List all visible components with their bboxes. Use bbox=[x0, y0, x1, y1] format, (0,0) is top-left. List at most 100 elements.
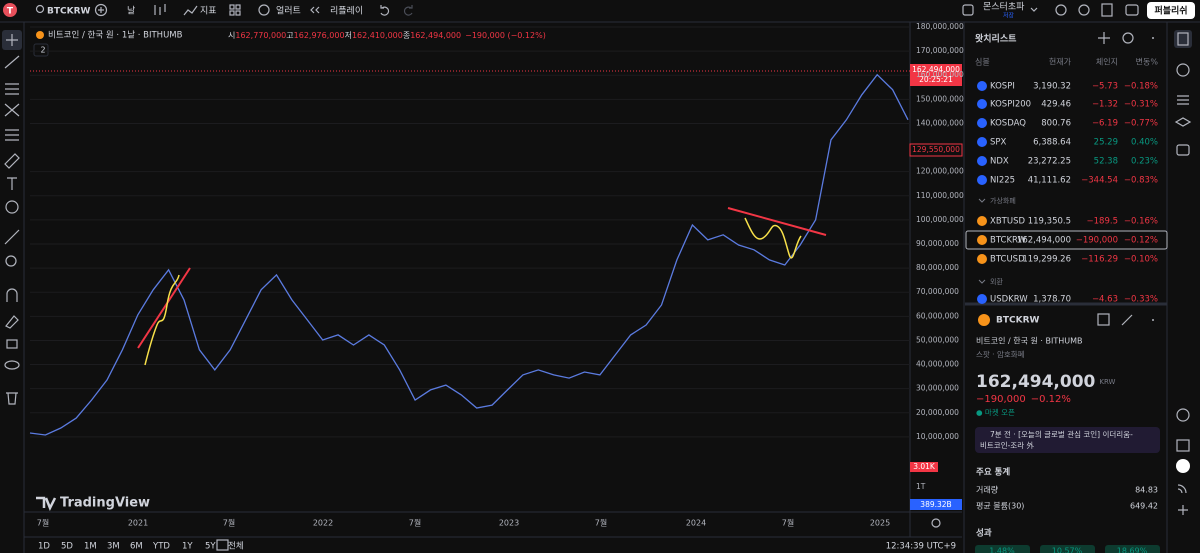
fib-tool[interactable] bbox=[5, 83, 19, 95]
lock-drawing-tool[interactable] bbox=[5, 315, 19, 329]
candles-icon[interactable] bbox=[154, 4, 166, 15]
visibility-tool[interactable] bbox=[4, 360, 20, 370]
avatar[interactable] bbox=[3, 3, 17, 17]
y-tick-label: 40,000,000 bbox=[916, 360, 959, 369]
legend-values: 시162,770,000고162,976,000저162,410,000종162… bbox=[228, 31, 546, 40]
y-tick-label: 70,000,000 bbox=[916, 287, 959, 296]
forecast-tool[interactable] bbox=[5, 129, 19, 141]
range-button[interactable]: 1Y bbox=[182, 542, 193, 552]
y-tick-label: 110,000,000 bbox=[916, 191, 964, 200]
range-button[interactable]: 3M bbox=[107, 542, 120, 552]
row-symbol[interactable]: KOSPI200 bbox=[990, 100, 1031, 110]
clock: 12:34:39 UTC+9 bbox=[886, 542, 956, 552]
stat-value: 84.83 bbox=[1135, 486, 1158, 495]
alert-icon[interactable] bbox=[258, 4, 270, 16]
row-symbol[interactable]: BTCUSD bbox=[990, 255, 1025, 265]
dropdown-icon[interactable] bbox=[1030, 7, 1038, 12]
range-button[interactable]: 6M bbox=[130, 542, 143, 552]
detail-symbol: BTCKRW bbox=[996, 316, 1040, 326]
add-symbol-icon[interactable] bbox=[94, 3, 108, 17]
layout-name[interactable]: 몬스터초파 bbox=[983, 2, 1025, 13]
range-button[interactable]: 5Y bbox=[205, 542, 216, 552]
layers-button[interactable] bbox=[1174, 117, 1192, 127]
edit-icon[interactable] bbox=[1121, 314, 1133, 326]
delete-tool[interactable] bbox=[6, 392, 18, 405]
symbol-search[interactable]: BTCKRW bbox=[47, 7, 91, 17]
legend-high: 162,976,000 bbox=[294, 31, 345, 40]
pattern-tool[interactable] bbox=[4, 103, 20, 117]
brush-tool[interactable] bbox=[4, 153, 20, 169]
replay-button[interactable]: 리플레이 bbox=[330, 6, 363, 17]
help-button[interactable] bbox=[1178, 505, 1188, 515]
row-symbol[interactable]: BTCKRW bbox=[990, 236, 1027, 246]
calendar-button[interactable] bbox=[1176, 439, 1190, 452]
search-icon[interactable] bbox=[1055, 4, 1067, 16]
row-symbol[interactable]: NDX bbox=[990, 157, 1009, 167]
range-button[interactable]: 5D bbox=[61, 542, 73, 552]
undo-icon[interactable] bbox=[380, 5, 390, 16]
ruler-tool[interactable] bbox=[4, 229, 20, 245]
range-button[interactable]: 1D bbox=[38, 542, 50, 552]
plus bbox=[98, 7, 104, 13]
row-symbol[interactable]: XBTUSD bbox=[990, 217, 1025, 227]
magnet-tool[interactable] bbox=[6, 288, 18, 302]
publish-label[interactable]: 퍼블리쉬 bbox=[1154, 5, 1187, 17]
fullscreen-icon[interactable] bbox=[1101, 3, 1113, 17]
data-window-button[interactable] bbox=[1177, 95, 1189, 105]
settings-icon[interactable] bbox=[1078, 4, 1090, 16]
layout-icon[interactable] bbox=[1122, 32, 1134, 44]
row-symbol[interactable]: USDKRW bbox=[990, 295, 1028, 305]
more-icon[interactable] bbox=[1152, 37, 1154, 39]
layout-icon[interactable] bbox=[1097, 313, 1110, 326]
news-box[interactable] bbox=[975, 427, 1160, 453]
lock-tool[interactable] bbox=[6, 339, 18, 349]
settings-icon[interactable] bbox=[931, 518, 941, 528]
save-state: 저장 bbox=[1003, 12, 1015, 20]
news-headline[interactable]: 7분 전 · [오늘의 글로벌 관심 코인] 이더리움-비트코인-조라 外 bbox=[980, 429, 1133, 450]
feed-button[interactable] bbox=[1177, 484, 1187, 494]
legend-count[interactable]: 2 bbox=[40, 46, 45, 55]
date-range-icon[interactable] bbox=[216, 539, 229, 551]
more-icon[interactable] bbox=[1152, 319, 1154, 321]
row-change: −116.29 bbox=[1081, 255, 1118, 265]
layout-icon[interactable] bbox=[229, 4, 235, 10]
row-change-pct: −0.12% bbox=[1124, 236, 1158, 246]
interval-button[interactable]: 날 bbox=[127, 6, 135, 17]
checkbox[interactable] bbox=[962, 4, 974, 16]
alerts-button[interactable]: 얼러트 bbox=[276, 6, 301, 17]
detail-change-line: −190,000 −0.12% bbox=[976, 394, 1071, 405]
add-icon[interactable] bbox=[1098, 32, 1110, 44]
search-icon[interactable] bbox=[35, 4, 45, 14]
indicators-button[interactable]: 지표 bbox=[200, 6, 217, 17]
performance-box bbox=[1105, 545, 1160, 553]
emoji-tool[interactable] bbox=[5, 200, 19, 214]
drawing-trendline bbox=[727, 207, 827, 236]
symbol-icon bbox=[978, 314, 990, 326]
zoom-tool[interactable] bbox=[5, 255, 17, 267]
row-symbol[interactable]: KOSPI bbox=[990, 82, 1015, 92]
volume-axis-label: 1T bbox=[916, 482, 926, 491]
redo-icon[interactable] bbox=[403, 5, 413, 16]
replay-icon[interactable] bbox=[310, 6, 320, 14]
range-button[interactable]: 1M bbox=[84, 542, 97, 552]
camera-icon[interactable] bbox=[1125, 4, 1139, 16]
trendline-tool[interactable] bbox=[4, 55, 20, 69]
text-tool[interactable] bbox=[7, 177, 17, 190]
alerts-button[interactable] bbox=[1176, 63, 1190, 77]
row-symbol[interactable]: SPX bbox=[990, 138, 1007, 148]
range-button[interactable]: 전체 bbox=[228, 541, 244, 552]
row-price: 800.76 bbox=[1041, 119, 1071, 129]
row-symbol[interactable]: NI225 bbox=[990, 176, 1015, 186]
row-symbol[interactable]: KOSDAQ bbox=[990, 119, 1026, 129]
chat-button[interactable] bbox=[1176, 144, 1190, 156]
symbol-icon bbox=[977, 118, 987, 128]
y-tick-label: 20,000,000 bbox=[916, 408, 959, 417]
indicators-icon[interactable] bbox=[183, 5, 198, 16]
x-tick-label: 7월 bbox=[782, 518, 794, 528]
range-button[interactable]: YTD bbox=[152, 542, 170, 552]
target-button[interactable] bbox=[1176, 408, 1190, 422]
apps-button[interactable] bbox=[1176, 459, 1190, 473]
publish-button[interactable] bbox=[1147, 2, 1195, 19]
legend-toggle[interactable] bbox=[33, 43, 49, 57]
